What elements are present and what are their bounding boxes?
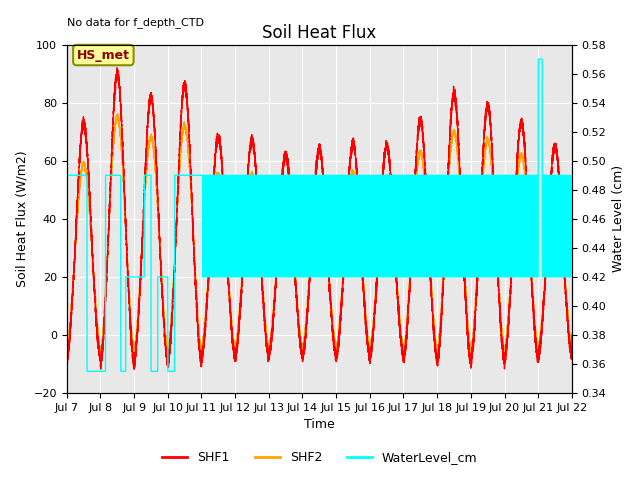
Text: No data for f_depth_CTD: No data for f_depth_CTD (67, 17, 204, 27)
Text: HS_met: HS_met (77, 48, 130, 61)
Y-axis label: Water Level (cm): Water Level (cm) (612, 165, 625, 273)
Legend: SHF1, SHF2, WaterLevel_cm: SHF1, SHF2, WaterLevel_cm (157, 446, 483, 469)
Title: Soil Heat Flux: Soil Heat Flux (262, 24, 376, 42)
X-axis label: Time: Time (304, 419, 335, 432)
Y-axis label: Soil Heat Flux (W/m2): Soil Heat Flux (W/m2) (15, 151, 28, 287)
